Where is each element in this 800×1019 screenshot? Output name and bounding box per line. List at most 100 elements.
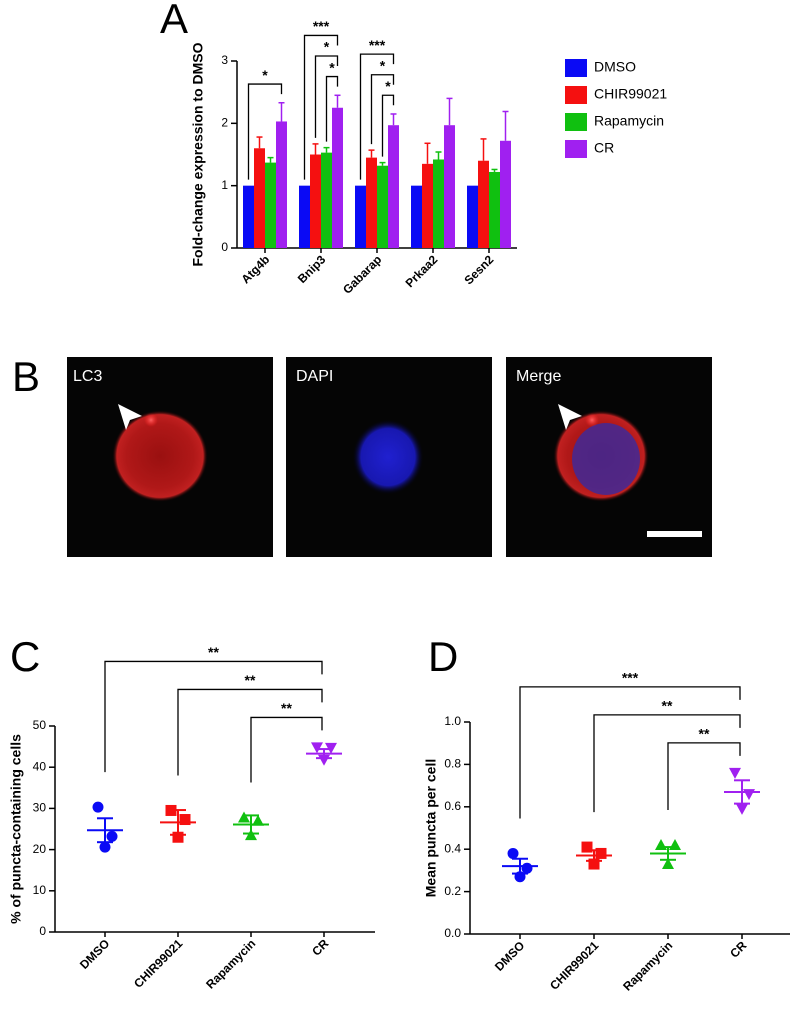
bar [299,185,310,248]
significance-bracket [250,716,323,783]
significance-label: ** [662,698,673,714]
x-tick-label: Bnip3 [295,252,329,286]
significance-bracket [325,75,339,142]
x-tick-label: CR [727,938,749,960]
data-point [743,789,755,801]
legend-swatch [565,113,587,131]
image-lc3: LC3 [67,357,273,557]
image-label: Merge [516,368,561,385]
image-label: LC3 [73,368,102,385]
y-tick-label: 0 [221,240,228,254]
significance-label: * [385,78,391,94]
bar [433,159,444,248]
y-tick-label: 30 [33,801,47,815]
y-axis-label: % of puncta-containing cells [8,734,24,924]
data-point [106,830,118,842]
data-point [92,801,104,813]
significance-bracket [381,94,395,157]
data-point [729,767,741,779]
x-tick-label: CHIR99021 [547,938,601,992]
bar [366,157,377,248]
bar [489,171,500,248]
data-point [521,862,533,874]
y-tick-label: 0 [39,924,46,938]
bar [500,140,511,248]
y-axis-label: Fold-change expression to DMSO [190,42,206,266]
significance-bracket [519,686,741,819]
bar [265,162,276,248]
panel-letter: A [160,0,188,42]
significance-bracket [359,53,395,180]
data-point [311,742,323,754]
x-tick-label: Rapamycin [203,936,258,991]
significance-label: * [329,59,335,75]
significance-bracket [593,714,741,813]
significance-label: ** [208,644,219,660]
significance-bracket [667,742,741,810]
bar [444,125,455,248]
data-point [252,814,264,826]
significance-bracket [104,660,323,773]
x-tick-label: Sesn2 [461,252,496,287]
panel-letter: C [10,633,40,680]
data-point [172,831,184,843]
x-tick-label: DMSO [77,936,112,971]
y-tick-label: 2 [221,116,228,130]
image-merge: Merge [506,357,712,557]
image-dapi: DAPI [286,357,492,557]
data-point [581,841,593,853]
bar [377,165,388,248]
bar [411,185,422,248]
bar [355,185,366,248]
panel-letter: B [12,353,40,400]
legend-label: Rapamycin [594,113,664,129]
data-point [662,858,674,870]
bar [321,152,332,248]
data-point [99,841,111,853]
y-tick-label: 0.2 [444,884,461,898]
legend-label: DMSO [594,59,636,75]
data-point [655,838,667,850]
y-tick-label: 1 [221,178,228,192]
panel-letter: D [428,633,458,680]
data-point [507,847,519,859]
bar [243,185,254,248]
y-tick-label: 0.6 [444,799,461,813]
data-point [179,814,191,826]
data-point [736,803,748,815]
x-tick-label: Gabarap [340,252,384,296]
bar [332,107,343,248]
bar [467,185,478,248]
legend-swatch [565,140,587,158]
significance-label: ** [699,726,710,742]
y-tick-label: 10 [33,883,47,897]
y-tick-label: 0.0 [444,926,461,940]
significance-bracket [370,74,395,145]
x-tick-label: CHIR99021 [131,936,185,990]
significance-label: * [262,67,268,83]
data-point [245,829,257,841]
y-tick-label: 50 [33,718,47,732]
y-tick-label: 40 [33,759,47,773]
legend-swatch [565,59,587,77]
legend-label: CHIR99021 [594,86,667,102]
data-point [595,847,607,859]
significance-label: *** [622,670,639,686]
x-tick-label: CR [309,936,331,958]
x-tick-label: DMSO [492,938,527,973]
y-tick-label: 20 [33,842,47,856]
bar [478,160,489,248]
y-tick-label: 0.8 [444,757,461,771]
bar [254,148,265,248]
legend-swatch [565,86,587,104]
significance-label: *** [313,18,330,34]
bar [310,154,321,248]
data-point [238,811,250,823]
significance-bracket [303,34,339,180]
significance-label: * [324,39,330,55]
x-tick-label: Rapamycin [620,938,675,993]
y-tick-label: 3 [221,53,228,67]
data-point [669,838,681,850]
